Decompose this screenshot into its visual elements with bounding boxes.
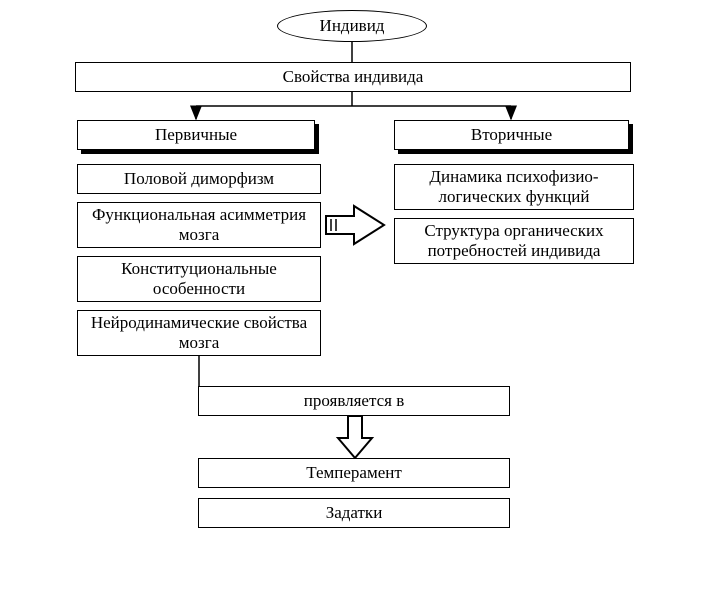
node-s1-label: Динамика психофизио-логических функций — [401, 167, 627, 208]
node-s2-label: Структура органических потребностей инди… — [401, 221, 627, 262]
node-p3-label: Конституциональные особенности — [84, 259, 314, 300]
node-p1-label: Половой диморфизм — [124, 169, 274, 189]
block-arrow-down-icon — [338, 416, 372, 458]
node-primary: Первичные — [77, 120, 315, 150]
node-s1: Динамика психофизио-логических функций — [394, 164, 634, 210]
node-s2: Структура органических потребностей инди… — [394, 218, 634, 264]
node-primary-label: Первичные — [155, 125, 237, 145]
node-p4: Нейродинамические свойства мозга — [77, 310, 321, 356]
node-manifests: проявляется в — [198, 386, 510, 416]
block-arrow-right-icon — [326, 206, 384, 244]
diagram-root: Индивид Свойства индивида Первичные Втор… — [0, 0, 703, 595]
node-properties: Свойства индивида — [75, 62, 631, 92]
node-secondary: Вторичные — [394, 120, 629, 150]
node-temperament-label: Темперамент — [306, 463, 402, 483]
node-p2-label: Функциональная асимметрия мозга — [84, 205, 314, 246]
node-p2: Функциональная асимметрия мозга — [77, 202, 321, 248]
node-p1: Половой диморфизм — [77, 164, 321, 194]
node-manifests-label: проявляется в — [304, 391, 405, 411]
node-p3: Конституциональные особенности — [77, 256, 321, 302]
node-makings-label: Задатки — [326, 503, 383, 523]
node-makings: Задатки — [198, 498, 510, 528]
node-individ-label: Индивид — [320, 16, 385, 36]
node-p4-label: Нейродинамические свойства мозга — [84, 313, 314, 354]
node-secondary-label: Вторичные — [471, 125, 552, 145]
node-temperament: Темперамент — [198, 458, 510, 488]
node-properties-label: Свойства индивида — [283, 67, 424, 87]
node-individ: Индивид — [277, 10, 427, 42]
